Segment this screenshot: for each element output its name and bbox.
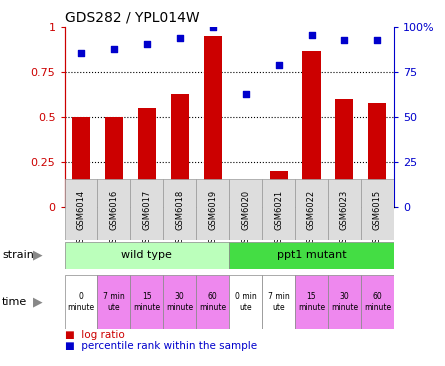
Bar	[262, 179, 295, 240]
Text: GSM6021: GSM6021	[274, 190, 283, 229]
Text: time: time	[2, 297, 28, 307]
Text: GSM6018: GSM6018	[175, 190, 184, 229]
Text: strain: strain	[2, 250, 34, 260]
Bar	[328, 274, 361, 329]
Text: 30
minute: 30 minute	[166, 292, 193, 312]
Text: 0 min
ute: 0 min ute	[235, 292, 256, 312]
Bar	[262, 274, 295, 329]
Bar	[237, 203, 255, 207]
Point	[374, 37, 381, 43]
Bar	[97, 274, 130, 329]
Bar	[105, 117, 123, 207]
Text: GDS282 / YPL014W: GDS282 / YPL014W	[65, 11, 199, 25]
Text: 30
minute: 30 minute	[331, 292, 358, 312]
Point	[77, 50, 85, 56]
Point	[275, 62, 282, 68]
Text: 7 min
ute: 7 min ute	[103, 292, 125, 312]
Point	[209, 25, 216, 30]
Bar	[295, 179, 328, 240]
Bar	[97, 179, 130, 240]
Bar	[336, 99, 353, 207]
Bar	[163, 274, 196, 329]
Bar	[361, 179, 394, 240]
Text: wild type: wild type	[121, 250, 172, 260]
Bar	[130, 179, 163, 240]
Bar	[196, 274, 229, 329]
Text: 15
minute: 15 minute	[298, 292, 325, 312]
Bar	[196, 179, 229, 240]
Bar	[72, 117, 90, 207]
Text: 7 min
ute: 7 min ute	[268, 292, 289, 312]
Text: GSM6016: GSM6016	[109, 190, 118, 229]
Bar	[229, 179, 262, 240]
Point	[341, 37, 348, 43]
Bar	[270, 171, 287, 207]
Text: 0
minute: 0 minute	[68, 292, 94, 312]
Bar	[328, 179, 361, 240]
Text: 15
minute: 15 minute	[134, 292, 160, 312]
Bar	[171, 94, 189, 207]
Point	[143, 41, 150, 46]
Bar	[368, 103, 386, 207]
Bar	[229, 274, 262, 329]
Text: ppt1 mutant: ppt1 mutant	[277, 250, 346, 260]
Bar	[163, 179, 196, 240]
Bar	[130, 274, 163, 329]
Text: ■  percentile rank within the sample: ■ percentile rank within the sample	[65, 341, 257, 351]
Bar	[229, 242, 394, 269]
Text: GSM6017: GSM6017	[142, 190, 151, 229]
Point	[176, 35, 183, 41]
Text: GSM6023: GSM6023	[340, 190, 349, 229]
Bar	[361, 274, 394, 329]
Text: GSM6014: GSM6014	[77, 190, 85, 229]
Point	[308, 32, 315, 38]
Text: 60
minute: 60 minute	[364, 292, 391, 312]
Bar	[65, 242, 229, 269]
Text: ▶: ▶	[33, 249, 43, 262]
Text: ▶: ▶	[33, 295, 43, 309]
Text: ■  log ratio: ■ log ratio	[65, 330, 124, 340]
Text: GSM6020: GSM6020	[241, 190, 250, 229]
Point	[110, 46, 117, 52]
Bar	[204, 37, 222, 207]
Text: GSM6022: GSM6022	[307, 190, 316, 229]
Bar	[303, 51, 320, 207]
Bar	[65, 179, 97, 240]
Text: 60
minute: 60 minute	[199, 292, 226, 312]
Bar	[65, 274, 97, 329]
Bar	[138, 108, 156, 207]
Text: GSM6019: GSM6019	[208, 190, 217, 229]
Text: GSM6015: GSM6015	[373, 190, 382, 229]
Bar	[295, 274, 328, 329]
Point	[242, 91, 249, 97]
